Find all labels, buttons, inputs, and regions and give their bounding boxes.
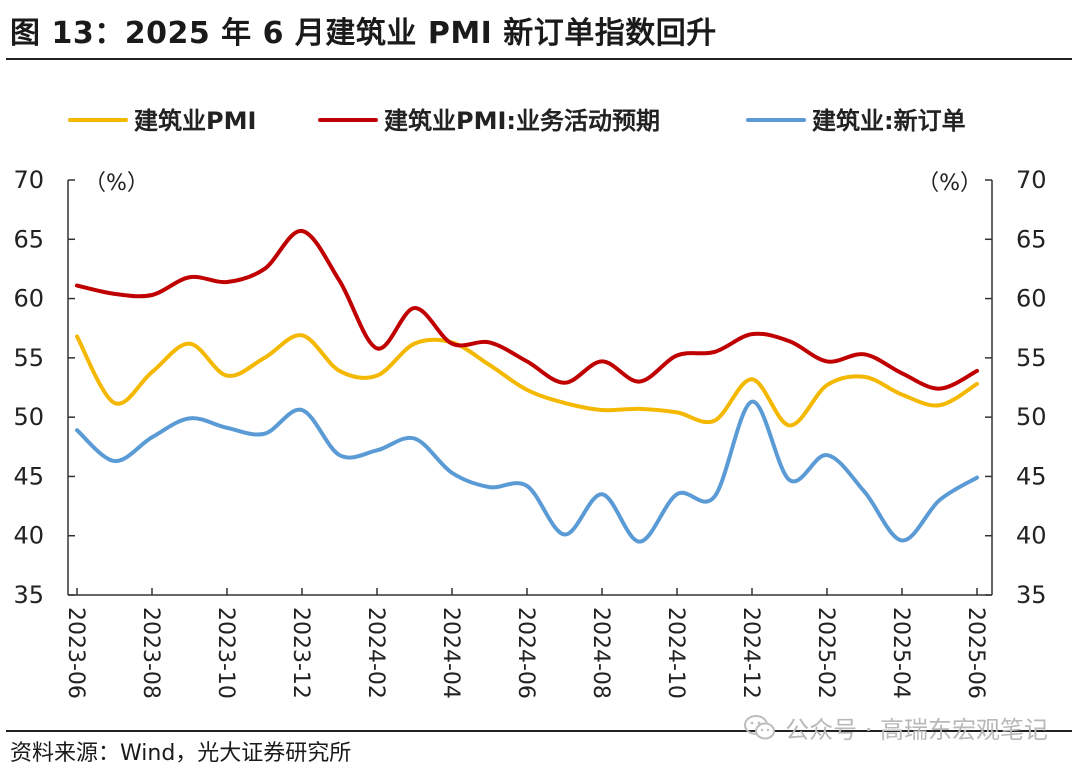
x-tick-label: 2025-06: [963, 607, 988, 699]
source-note: 资料来源：Wind，光大证券研究所: [10, 741, 352, 766]
series-business-expectation: [75, 228, 979, 391]
source-rule: [6, 730, 1072, 732]
x-tick-label: 2023-06: [63, 607, 88, 699]
x-tick-label: 2025-02: [813, 607, 838, 699]
series-construction-pmi: [75, 333, 979, 428]
x-tick-label: 2024-10: [663, 607, 688, 699]
chart-axes: 35 35 40 40 45 45 50 50 55 55 60 60 65 65 70 70 （%） （%） 20…: [13, 166, 1046, 699]
chart-series: [75, 228, 979, 544]
x-tick-label: 2023-10: [213, 607, 238, 699]
series-line-business-expectation: [75, 228, 979, 391]
title-rule: [6, 58, 1072, 60]
watermark: 公众号 · 高瑞东宏观笔记: [743, 710, 1048, 745]
left-unit-label: （%）: [84, 171, 149, 196]
right-y-tick-label: 35: [1016, 581, 1047, 609]
left-y-tick-label: 40: [13, 522, 44, 550]
legend-label: 建筑业PMI: [134, 107, 256, 135]
right-y-tick-label: 65: [1016, 225, 1047, 253]
series-line-construction-pmi: [75, 333, 979, 428]
legend-item-new-orders: 建筑业:新订单: [746, 107, 966, 135]
x-tick-label: 2024-02: [363, 607, 388, 699]
right-y-tick-label: 70: [1016, 166, 1047, 194]
wechat-icon: [744, 714, 776, 739]
x-tick-label: 2025-04: [888, 607, 913, 699]
right-y-tick-label: 55: [1016, 344, 1047, 372]
x-tick-label: 2024-04: [438, 607, 463, 699]
right-y-tick-label: 50: [1016, 403, 1047, 431]
figure-title: 图 13：2025 年 6 月建筑业 PMI 新订单指数回升: [10, 16, 717, 51]
legend-item-business-expectation: 建筑业PMI:业务活动预期: [318, 107, 660, 135]
watermark-text: 公众号 · 高瑞东宏观笔记: [785, 716, 1048, 744]
x-tick-label: 2023-08: [138, 607, 163, 699]
left-y-tick-label: 45: [13, 462, 44, 490]
x-tick-label: 2024-12: [738, 607, 763, 699]
series-new-orders: [75, 399, 979, 544]
series-line-new-orders: [75, 399, 979, 544]
x-tick-label: 2024-08: [588, 607, 613, 699]
left-y-tick-label: 35: [13, 581, 44, 609]
legend-label: 建筑业PMI:业务活动预期: [384, 107, 660, 135]
left-y-tick-label: 55: [13, 344, 44, 372]
right-y-tick-label: 40: [1016, 522, 1047, 550]
right-y-tick-label: 45: [1016, 462, 1047, 490]
x-tick-label: 2024-06: [513, 607, 538, 699]
left-y-tick-label: 70: [13, 166, 44, 194]
right-unit-label: （%）: [917, 171, 982, 196]
right-y-tick-label: 60: [1016, 285, 1047, 313]
legend-label: 建筑业:新订单: [812, 107, 966, 135]
chart-legend: 建筑业PMI 建筑业PMI:业务活动预期 建筑业:新订单: [68, 107, 966, 135]
left-y-tick-label: 50: [13, 403, 44, 431]
legend-item-construction-pmi: 建筑业PMI: [68, 107, 256, 135]
x-tick-label: 2023-12: [288, 607, 313, 699]
left-y-tick-label: 65: [13, 225, 44, 253]
left-y-tick-label: 60: [13, 285, 44, 313]
